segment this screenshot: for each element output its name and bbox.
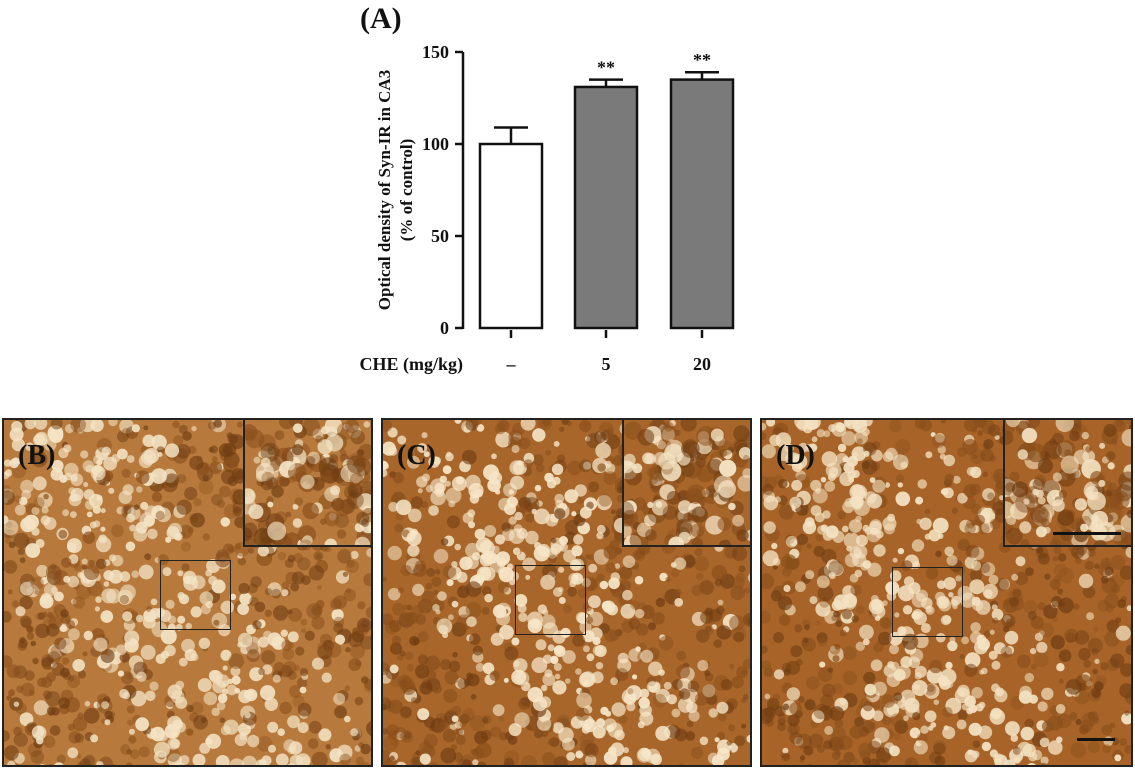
- region-of-interest-box: [515, 565, 586, 635]
- panel-a-label: (A): [360, 2, 402, 35]
- y-axis-label: Optical density of Syn-IR in CA3: [375, 70, 394, 310]
- x-tick-label: 20: [693, 354, 711, 374]
- micrograph-panel-d: (D): [760, 418, 1133, 767]
- y-tick-label: 0: [440, 318, 449, 338]
- micrograph-image: [762, 420, 1131, 765]
- region-of-interest-box: [892, 567, 963, 637]
- x-tick-label: 5: [602, 354, 611, 374]
- y-axis-label-unit: (% of control): [397, 139, 416, 242]
- micrograph-panel-b: (B): [2, 418, 373, 767]
- scale-bar: [1077, 738, 1115, 741]
- x-tick-label: –: [506, 354, 517, 374]
- y-tick-label: 100: [422, 134, 449, 154]
- magnified-inset: [243, 420, 371, 547]
- inset-scale-bar: [1053, 532, 1121, 535]
- significance-marker: **: [693, 50, 711, 70]
- panel-c-label: (C): [397, 440, 436, 471]
- bar: [669, 78, 735, 330]
- x-axis-label: CHE (mg/kg): [360, 354, 464, 375]
- y-tick-label: 150: [422, 42, 449, 62]
- significance-marker: **: [597, 58, 615, 78]
- panel-b-label: (B): [18, 440, 56, 471]
- micrograph-image: [383, 420, 750, 765]
- bar: [573, 85, 639, 330]
- panel-d-label: (D): [776, 440, 815, 471]
- bar: [478, 142, 544, 330]
- magnified-inset: [1003, 420, 1131, 547]
- y-tick-label: 50: [431, 226, 449, 246]
- region-of-interest-box: [160, 560, 231, 630]
- bar-chart: (A) 0 50 100 150 – 5 ** 20 ** Optical density of…: [360, 2, 735, 375]
- magnified-inset: [622, 420, 750, 547]
- micrograph-panel-c: (C): [381, 418, 752, 767]
